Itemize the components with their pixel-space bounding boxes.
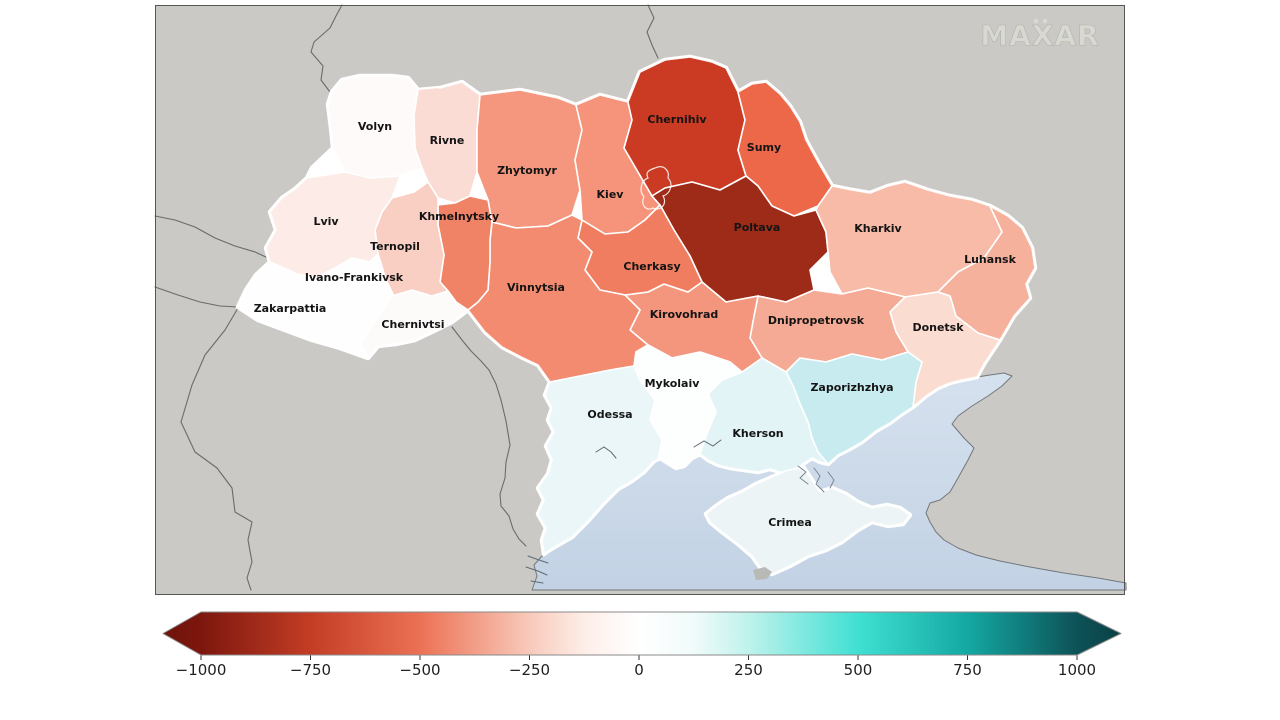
label-kharkiv: Kharkiv — [854, 222, 902, 235]
region-chernihiv — [623, 57, 747, 197]
label-sumy: Sumy — [747, 141, 781, 154]
label-poltava: Poltava — [734, 221, 781, 234]
colorbar-ticks — [200, 655, 1078, 660]
label-volyn: Volyn — [358, 120, 392, 133]
label-cherkasy: Cherkasy — [623, 260, 680, 273]
sivash-lagoon-1 — [797, 465, 809, 485]
maxar-logo-dot-left — [1033, 18, 1039, 24]
kiev-city-enclave-outline — [640, 166, 672, 210]
tick-label-750: 750 — [953, 661, 982, 679]
danube-arm-1 — [527, 555, 549, 564]
label-ivano-frankivsk: Ivano-Frankivsk — [305, 271, 404, 284]
danube-arm-2 — [525, 566, 548, 576]
hydrography-details — [525, 439, 835, 584]
border-belarus-russia — [646, 4, 659, 59]
label-kirovohrad: Kirovohrad — [650, 308, 719, 321]
tick-label-neg1000: −1000 — [176, 661, 227, 679]
label-zhytomyr: Zhytomyr — [497, 164, 557, 177]
label-crimea: Crimea — [768, 516, 812, 529]
map-frame — [155, 5, 1125, 595]
label-lviv: Lviv — [313, 215, 339, 228]
tick-label-neg750: −750 — [290, 661, 331, 679]
oblast-layer — [238, 57, 1035, 574]
label-odessa: Odessa — [587, 408, 632, 421]
label-vinnytsia: Vinnytsia — [507, 281, 565, 294]
sivash-lagoon-3 — [827, 471, 835, 489]
colorbar-bar — [162, 611, 1122, 656]
label-chernivtsi: Chernivtsi — [381, 318, 444, 331]
dniester-estuary-line — [595, 446, 617, 459]
label-donetsk: Donetsk — [912, 321, 964, 334]
maxar-logo-dot-right — [1042, 18, 1048, 24]
label-chernihiv: Chernihiv — [647, 113, 707, 126]
border-romania-moldova — [451, 326, 527, 547]
label-ternopil: Ternopil — [370, 240, 420, 253]
colorbar: −1000 −750 −500 −250 0 250 500 750 1000 — [162, 611, 1122, 679]
tick-label-1000: 1000 — [1058, 661, 1096, 679]
foreign-borders — [154, 4, 659, 591]
map-panel: Volyn Rivne Zhytomyr Kiev Chernihiv Sumy… — [154, 4, 1127, 595]
border-poland-belarus — [310, 4, 343, 93]
border-slovakia-hungary — [154, 286, 239, 308]
label-kherson: Kherson — [732, 427, 783, 440]
region-labels: Volyn Rivne Zhytomyr Kiev Chernihiv Sumy… — [254, 113, 1017, 529]
border-hungary-romania — [180, 307, 253, 591]
colorbar-tick-labels: −1000 −750 −500 −250 0 250 500 750 1000 — [176, 661, 1096, 679]
border-poland-west — [154, 215, 269, 259]
tick-label-500: 500 — [844, 661, 873, 679]
label-kiev: Kiev — [597, 188, 625, 201]
sevastopol-gray-patch — [753, 567, 772, 580]
label-rivne: Rivne — [430, 134, 465, 147]
dnieper-mouth-line — [693, 439, 722, 448]
label-luhansk: Luhansk — [964, 253, 1016, 266]
tick-label-250: 250 — [734, 661, 763, 679]
region-zhytomyr — [476, 89, 583, 229]
tick-label-neg500: −500 — [399, 661, 440, 679]
danube-arm-3 — [530, 580, 544, 584]
label-dnipropetrovsk: Dnipropetrovsk — [768, 314, 865, 327]
tick-label-0: 0 — [634, 661, 644, 679]
maxar-watermark: MAXAR — [980, 18, 1099, 53]
label-mykolaiv: Mykolaiv — [645, 377, 701, 390]
sivash-lagoon-2 — [813, 467, 825, 493]
label-khmelnytsky: Khmelnytsky — [419, 210, 499, 223]
label-zaporizhzhya: Zaporizhzhya — [810, 381, 893, 394]
region-mykolaiv — [633, 344, 743, 469]
region-chernivtsi — [360, 289, 469, 359]
label-zakarpattia: Zakarpattia — [254, 302, 327, 315]
maxar-logo-text: MAXAR — [980, 19, 1099, 52]
tick-label-neg250: −250 — [509, 661, 550, 679]
